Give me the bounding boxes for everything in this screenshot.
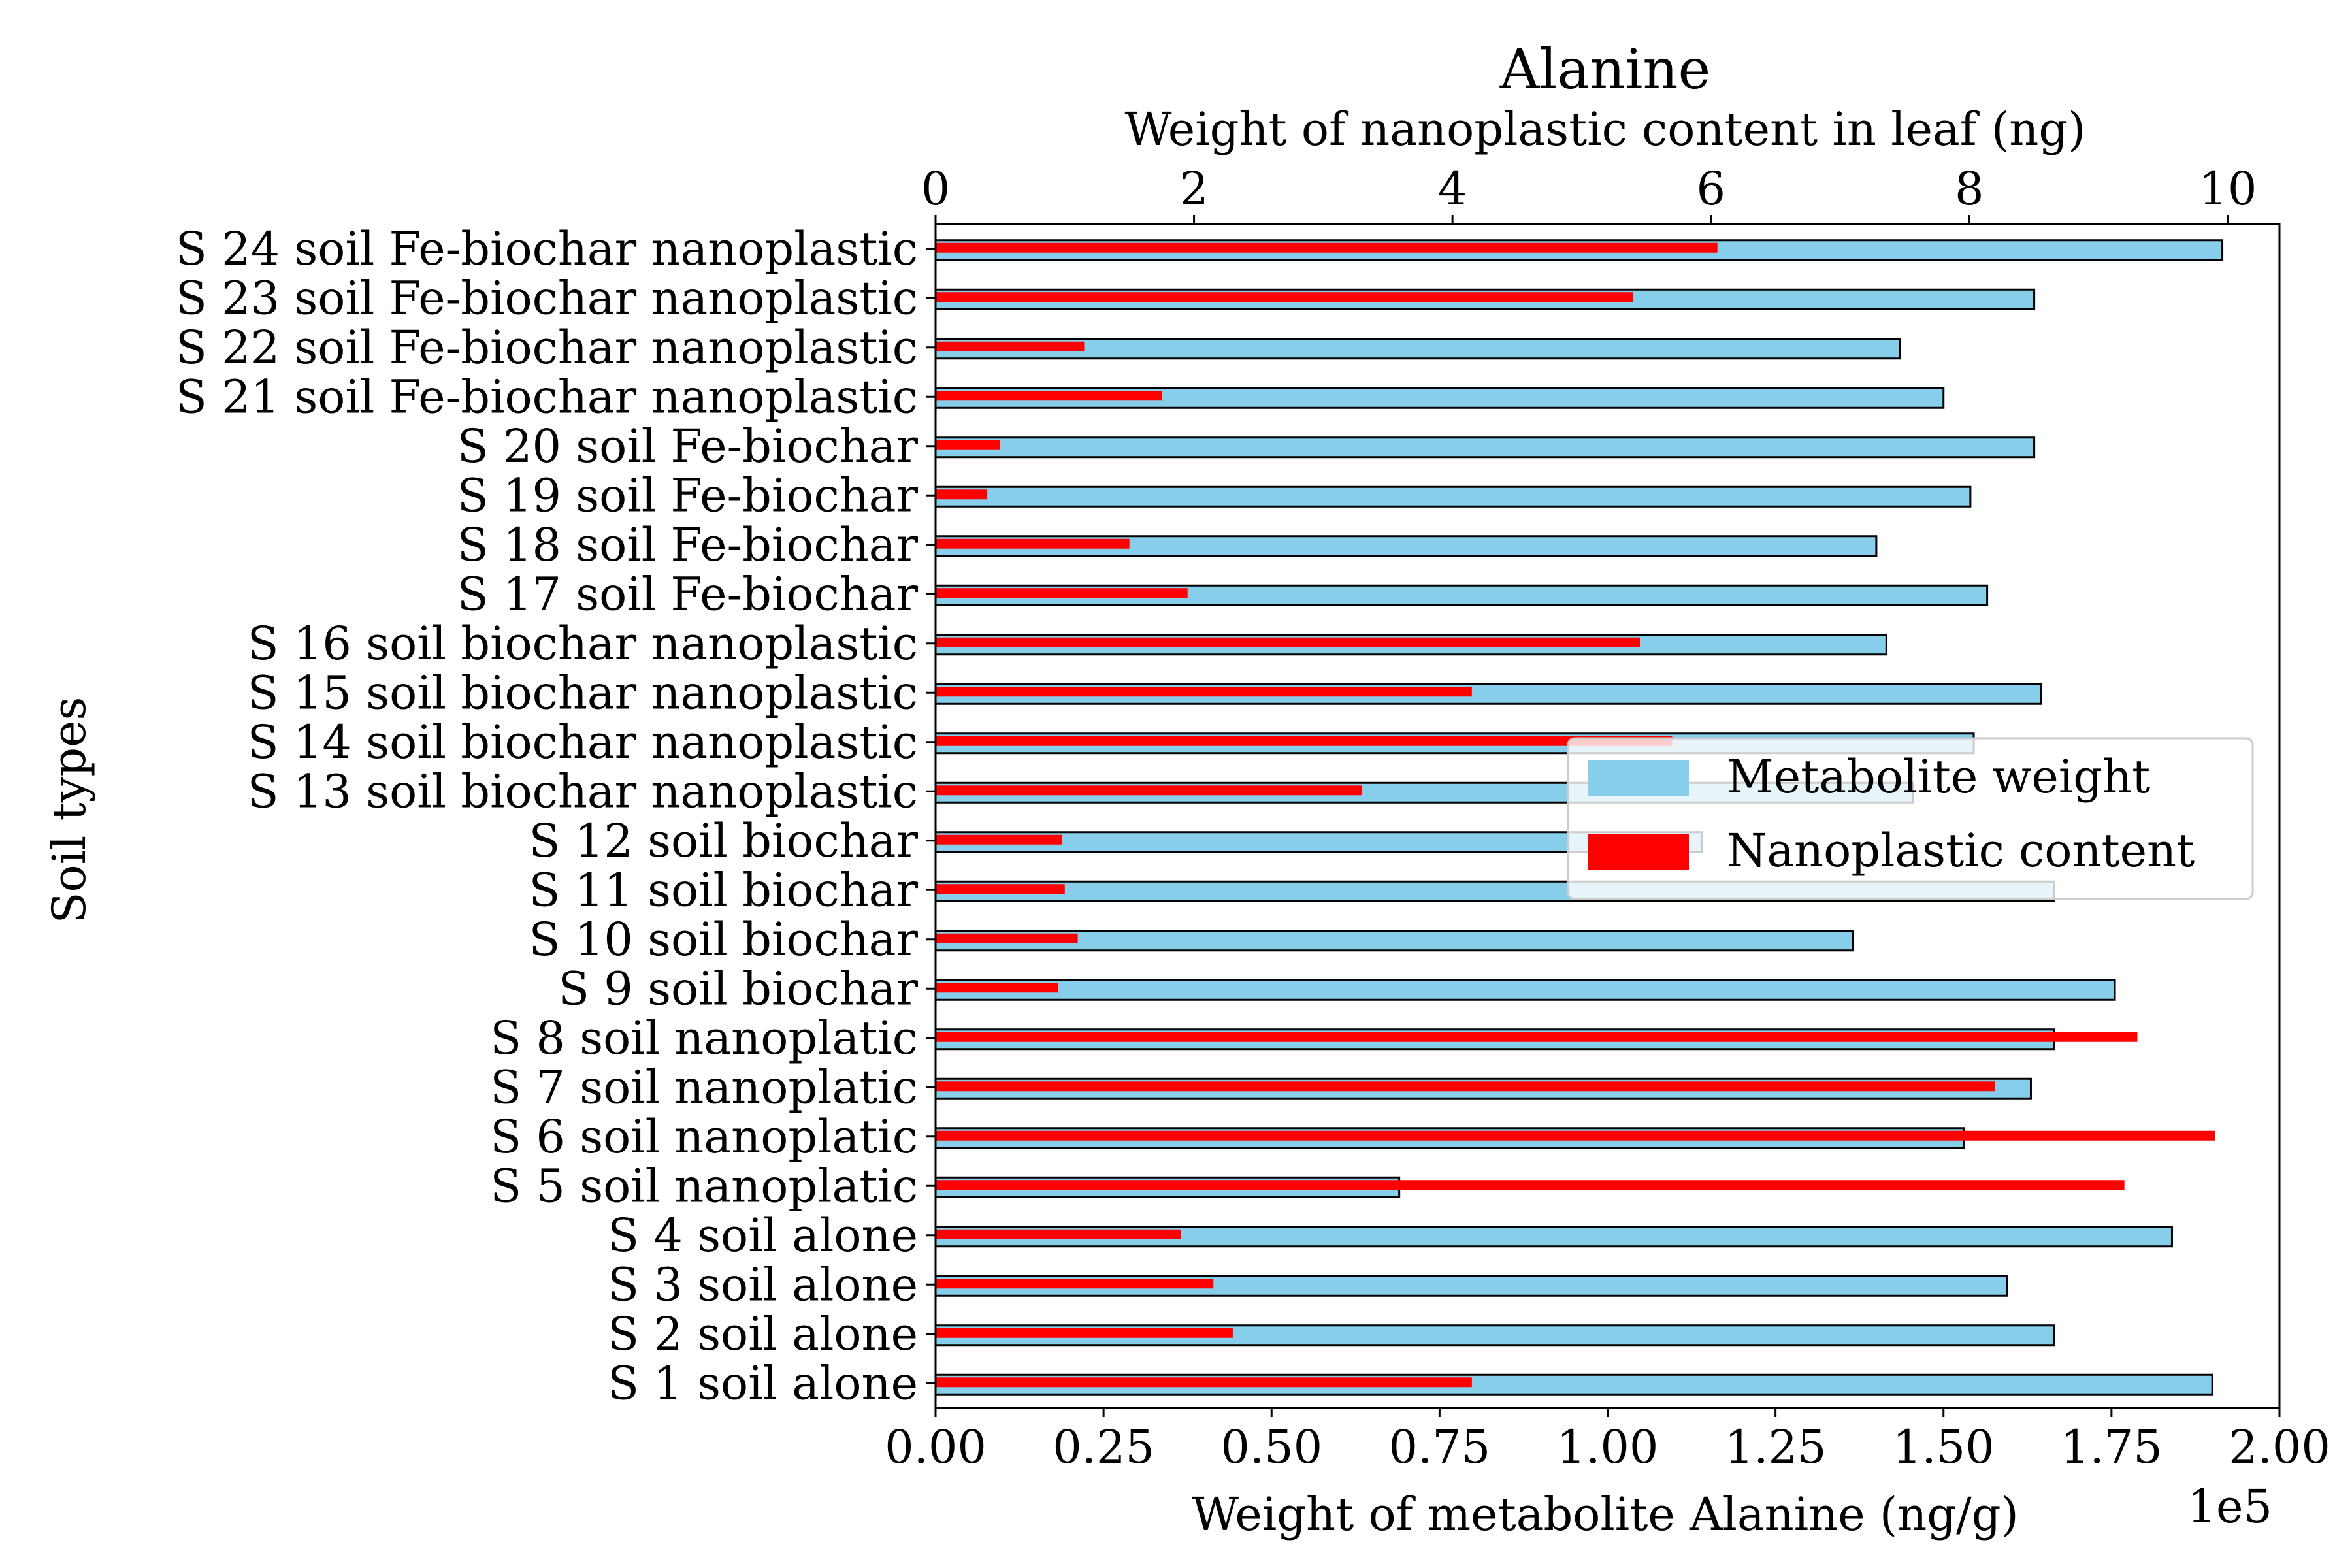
category-label-s-13-soil-biochar-nanoplastic: S 13 soil biochar nanoplastic [248, 764, 918, 818]
legend-label-nanoplastic-content: Nanoplastic content [1727, 824, 2195, 877]
category-label-s-6-soil-nanoplatic: S 6 soil nanoplatic [490, 1110, 918, 1164]
top-tick-label-5: 10 [2198, 162, 2257, 216]
category-label-s-19-soil-fe-biochar: S 19 soil Fe-biochar [457, 468, 919, 522]
bar-nanoplastic-content-s-21-soil-fe-biochar-nanoplastic [936, 391, 1162, 401]
legend: Metabolite weight Nanoplastic content [1567, 737, 2254, 900]
category-label-s-7-soil-nanoplatic: S 7 soil nanoplatic [490, 1060, 918, 1114]
legend-frame [1567, 737, 2254, 900]
bar-nanoplastic-content-s-1-soil-alone [936, 1377, 1472, 1388]
bar-nanoplastic-content-s-15-soil-biochar-nanoplastic [936, 687, 1472, 697]
x-tick-label-3: 0.75 [1388, 1420, 1490, 1474]
x-tick-label-4: 1.00 [1557, 1420, 1659, 1474]
legend-swatch-metabolite-weight [1588, 760, 1689, 796]
category-label-s-20-soil-fe-biochar: S 20 soil Fe-biochar [457, 419, 919, 473]
category-label-s-16-soil-biochar-nanoplastic: S 16 soil biochar nanoplastic [248, 617, 918, 670]
bar-nanoplastic-content-s-10-soil-biochar [936, 933, 1078, 943]
bar-metabolite-weight-s-20-soil-fe-biochar [934, 436, 2036, 459]
category-label-s-23-soil-fe-biochar-nanoplastic: S 23 soil Fe-biochar nanoplastic [176, 271, 918, 325]
top-tick-label-1: 2 [1179, 162, 1209, 216]
bar-nanoplastic-content-s-9-soil-biochar [936, 983, 1058, 993]
bar-nanoplastic-content-s-18-soil-fe-biochar [936, 538, 1130, 549]
category-label-s-18-soil-fe-biochar: S 18 soil Fe-biochar [457, 518, 919, 572]
x-axis-offset-text: 1e5 [2187, 1480, 2273, 1533]
bar-nanoplastic-content-s-20-soil-fe-biochar [936, 440, 1000, 450]
category-label-s-1-soil-alone: S 1 soil alone [608, 1356, 918, 1410]
x-tick-label-6: 1.50 [1893, 1420, 1995, 1474]
category-label-s-4-soil-alone: S 4 soil alone [608, 1209, 918, 1262]
category-label-s-11-soil-biochar: S 11 soil biochar [529, 863, 919, 917]
chart-title: Alanine [1499, 37, 1710, 101]
bar-nanoplastic-content-s-8-soil-nanoplatic [936, 1032, 2138, 1042]
x-axis-label: Weight of metabolite Alanine (ng/g) [1192, 1488, 2019, 1541]
bar-nanoplastic-content-s-4-soil-alone [936, 1229, 1181, 1239]
bar-nanoplastic-content-s-16-soil-biochar-nanoplastic [936, 637, 1640, 647]
bar-nanoplastic-content-s-6-soil-nanoplatic [936, 1130, 2215, 1141]
top-tick-label-3: 6 [1696, 162, 1725, 216]
bar-nanoplastic-content-s-11-soil-biochar [936, 884, 1065, 894]
x-tick-label-2: 0.50 [1220, 1420, 1322, 1474]
bar-nanoplastic-content-s-22-soil-fe-biochar-nanoplastic [936, 341, 1085, 351]
bar-nanoplastic-content-s-2-soil-alone [936, 1328, 1233, 1338]
category-label-s-12-soil-biochar: S 12 soil biochar [529, 814, 919, 868]
bar-nanoplastic-content-s-7-soil-nanoplatic [936, 1081, 1995, 1092]
bar-nanoplastic-content-s-17-soil-fe-biochar [936, 588, 1188, 598]
top-tick-label-0: 0 [921, 162, 951, 216]
legend-swatch-nanoplastic-content [1588, 834, 1689, 870]
category-label-s-5-soil-nanoplatic: S 5 soil nanoplatic [490, 1159, 918, 1213]
category-label-s-3-soil-alone: S 3 soil alone [608, 1258, 918, 1311]
category-label-s-8-soil-nanoplatic: S 8 soil nanoplatic [490, 1011, 918, 1065]
bar-nanoplastic-content-s-3-soil-alone [936, 1279, 1214, 1289]
bar-nanoplastic-content-s-12-soil-biochar [936, 834, 1062, 845]
top-axis-label: Weight of nanoplastic content in leaf (n… [1125, 103, 2086, 156]
bar-nanoplastic-content-s-5-soil-nanoplatic [936, 1180, 2125, 1190]
legend-label-metabolite-weight: Metabolite weight [1727, 750, 2150, 804]
x-tick-label-7: 1.75 [2061, 1420, 2163, 1474]
category-label-s-10-soil-biochar: S 10 soil biochar [529, 913, 919, 966]
plot-frame [934, 223, 2281, 1409]
bar-metabolite-weight-s-19-soil-fe-biochar [934, 485, 1972, 508]
category-label-s-15-soil-biochar-nanoplastic: S 15 soil biochar nanoplastic [248, 666, 918, 719]
category-label-s-24-soil-fe-biochar-nanoplastic: S 24 soil Fe-biochar nanoplastic [176, 222, 918, 276]
bar-nanoplastic-content-s-14-soil-biochar-nanoplastic [936, 736, 1673, 746]
y-axis-label: Soil types [42, 697, 96, 924]
top-tick-label-4: 8 [1955, 162, 1984, 216]
bar-nanoplastic-content-s-13-soil-biochar-nanoplastic [936, 785, 1362, 796]
category-label-s-22-soil-fe-biochar-nanoplastic: S 22 soil Fe-biochar nanoplastic [176, 321, 918, 374]
bars-layer [934, 239, 2224, 1396]
x-tick-label-5: 1.25 [1725, 1420, 1827, 1474]
x-tick-label-1: 0.25 [1053, 1420, 1154, 1474]
bar-nanoplastic-content-s-23-soil-fe-biochar-nanoplastic [936, 292, 1634, 302]
bar-nanoplastic-content-s-19-soil-fe-biochar [936, 489, 988, 500]
bar-nanoplastic-content-s-24-soil-fe-biochar-nanoplastic [936, 242, 1718, 253]
x-tick-label-8: 2.00 [2229, 1420, 2330, 1474]
bottom-axis-ticks: 0.00 0.25 0.50 0.75 1.00 1.25 1.50 1.75 2.00 [885, 1408, 2330, 1474]
category-label-s-21-soil-fe-biochar-nanoplastic: S 21 soil Fe-biochar nanoplastic [176, 370, 918, 423]
category-label-s-17-soil-fe-biochar: S 17 soil Fe-biochar [457, 567, 919, 621]
top-axis-ticks: 0 2 4 6 8 10 [921, 162, 2257, 224]
category-label-s-14-soil-biochar-nanoplastic: S 14 soil biochar nanoplastic [248, 715, 918, 769]
bar-metabolite-weight-s-22-soil-fe-biochar-nanoplastic [934, 338, 1901, 360]
bar-metabolite-weight-s-9-soil-biochar [934, 979, 2116, 1001]
category-label-s-2-soil-alone: S 2 soil alone [608, 1307, 918, 1361]
x-tick-label-0: 0.00 [885, 1420, 987, 1474]
category-label-s-9-soil-biochar: S 9 soil biochar [558, 962, 918, 1015]
top-tick-label-2: 4 [1438, 162, 1467, 216]
